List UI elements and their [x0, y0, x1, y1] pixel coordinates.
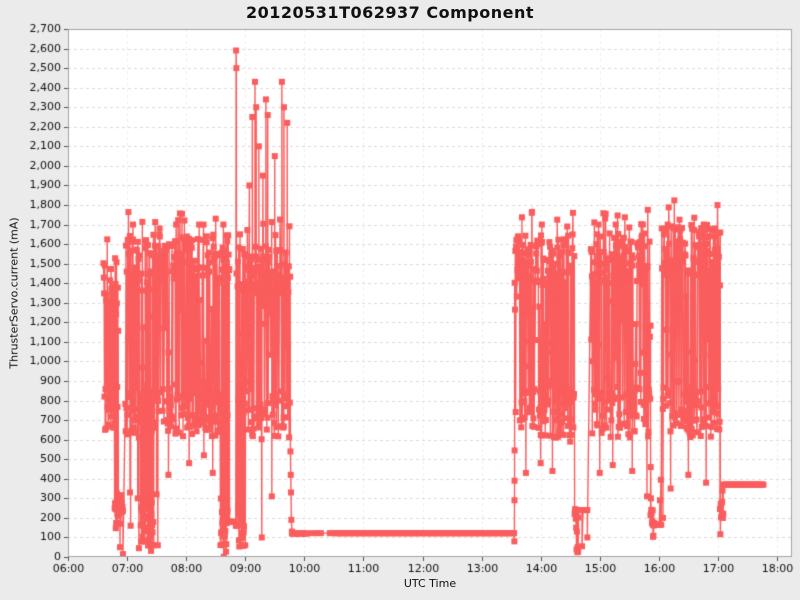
chart-title: 20120531T062937 Component — [246, 3, 534, 22]
x-axis-label: UTC Time — [403, 577, 457, 590]
y-axis-label: ThrusterServo.current (mA) — [7, 217, 21, 369]
